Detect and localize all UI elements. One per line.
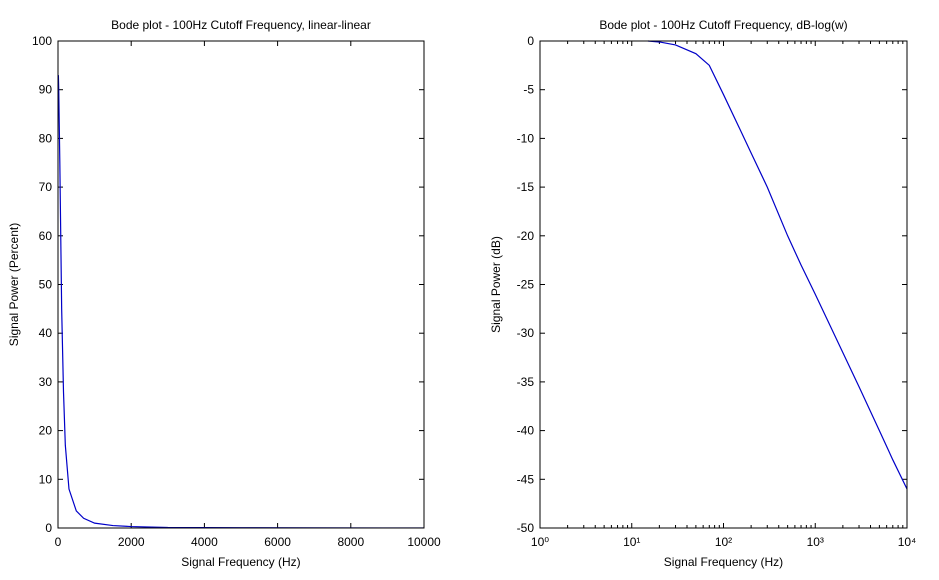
data-line [647,40,908,490]
x-tick-label: 10⁴ [898,535,917,549]
y-tick-label: -30 [517,326,535,340]
x-tick-label: 10⁰ [531,535,549,549]
x-tick-label: 0 [55,535,62,549]
plot: Bode plot - 100Hz Cutoff Frequency, line… [7,18,441,569]
chart-title: Bode plot - 100Hz Cutoff Frequency, line… [111,18,371,32]
y-tick-label: 100 [32,34,52,48]
y-tick-label: 0 [45,521,52,535]
y-tick-label: -50 [517,521,535,535]
chart-title: Bode plot - 100Hz Cutoff Frequency, dB-l… [599,18,847,32]
y-tick-label: 70 [39,180,53,194]
y-axis-label: Signal Power (Percent) [7,223,21,346]
y-tick-label: 30 [39,375,53,389]
y-tick-label: -10 [517,131,535,145]
x-axis-label: Signal Frequency (Hz) [181,555,300,569]
x-tick-label: 10¹ [623,535,640,549]
plot-area [540,41,907,528]
y-tick-label: -25 [517,278,535,292]
x-tick-label: 10² [715,535,732,549]
y-tick-label: -5 [523,83,534,97]
x-tick-label: 10000 [407,535,441,549]
y-tick-label: 10 [39,472,53,486]
y-tick-label: 50 [39,278,53,292]
plot: Bode plot - 100Hz Cutoff Frequency, dB-l… [489,18,916,569]
y-tick-label: 40 [39,326,53,340]
y-tick-label: 20 [39,424,53,438]
y-tick-label: -45 [517,472,535,486]
y-tick-label: -20 [517,229,535,243]
y-tick-label: 60 [39,229,53,243]
x-tick-label: 8000 [337,535,364,549]
y-tick-label: -35 [517,375,535,389]
x-axis-label: Signal Frequency (Hz) [664,555,783,569]
y-tick-label: -15 [517,180,535,194]
y-axis-label: Signal Power (dB) [489,236,503,333]
axes-box [539,40,908,529]
plot-area [58,41,424,528]
axes-box [57,40,425,529]
y-tick-label: 80 [39,131,53,145]
y-tick-label: 0 [527,34,534,48]
x-tick-label: 2000 [118,535,145,549]
x-tick-label: 10³ [807,535,824,549]
y-tick-label: -40 [517,424,535,438]
x-tick-label: 4000 [191,535,218,549]
x-tick-label: 6000 [264,535,291,549]
y-tick-label: 90 [39,83,53,97]
